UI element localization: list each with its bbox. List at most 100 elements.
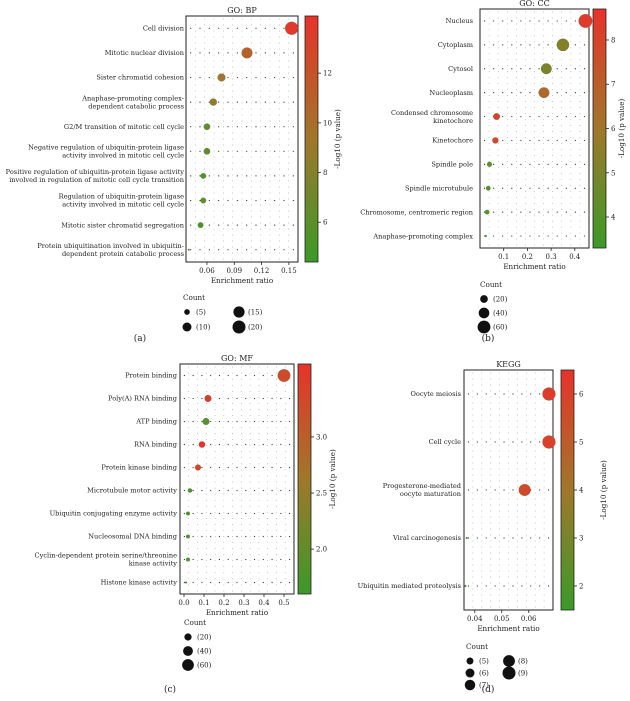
legend-label: (10) — [196, 324, 211, 332]
legend-label: (20) — [248, 324, 263, 332]
category-label: Microtubule motor activity — [87, 487, 177, 495]
data-point — [198, 441, 206, 448]
legend-label: (20) — [493, 296, 508, 304]
data-point — [185, 534, 191, 539]
colorbar-label: -Log10 (p value) — [617, 99, 626, 159]
category-label: Ubiquitin conjugating enzyme activity — [50, 510, 178, 518]
chart-title: KEGG — [496, 360, 521, 369]
panel-a: GO: BP Cell division Mitotic nuclear divis… — [6, 6, 342, 344]
x-tick-label: 0.09 — [226, 267, 242, 275]
legend-marker — [465, 668, 475, 678]
category-label: Regulation of ubiquitin-protein ligase ac… — [59, 193, 184, 209]
plot-frame — [479, 8, 590, 249]
panel-label: (b) — [482, 333, 495, 344]
colorbar-label: -Log10 (p value) — [599, 460, 608, 520]
panel-label: (c) — [164, 684, 176, 695]
legend-title: Count — [184, 618, 206, 627]
colorbar-tick-label: 5 — [579, 439, 583, 447]
legend-label: (15) — [248, 309, 263, 317]
category-label: Cell cycle — [429, 438, 461, 446]
data-point — [185, 557, 191, 562]
data-point — [518, 483, 531, 497]
data-point — [492, 137, 499, 144]
x-tick-label: 0.1 — [498, 253, 509, 261]
panel-b: GO: CC Nucleus Cytoplasm Cytosol Nucleoplasm… — [360, 0, 626, 344]
colorbar-tick-label: 2 — [579, 583, 583, 591]
legend-marker — [477, 320, 491, 334]
colorbar-tick-label: 8 — [611, 36, 615, 44]
panel-d: KEGG Oocyte meiosis Cell cycle Progesterone… — [358, 360, 608, 695]
x-tick-label: 0.4 — [569, 253, 581, 261]
category-label: Mitotic nuclear division — [105, 49, 185, 57]
legend-label: (7) — [479, 682, 489, 690]
data-point — [484, 234, 488, 238]
panel-c: GO: MF Protein binding Poly(A) RNA binding… — [35, 354, 337, 695]
legend-marker — [184, 633, 192, 641]
data-point — [277, 368, 291, 383]
colorbar — [304, 15, 319, 263]
category-label: Protein kinase binding — [101, 464, 177, 472]
data-point — [197, 222, 204, 229]
colorbar-tick-label: 8 — [323, 169, 327, 177]
x-axis-label: Enrichment ratio — [503, 262, 565, 271]
x-tick-label: 0.0 — [178, 599, 189, 607]
legend-marker — [233, 306, 245, 318]
colorbar — [560, 369, 575, 611]
category-label: G2/M transition of mitotic cell cycle — [64, 123, 184, 131]
legend-marker — [184, 309, 190, 315]
panel-label: (d) — [482, 684, 495, 695]
colorbar-tick-label: 6 — [579, 391, 584, 399]
category-label: Cytoplasm — [438, 41, 474, 49]
data-point — [465, 536, 468, 540]
colorbar-label: -Log10 (p value) — [333, 109, 342, 169]
data-point — [203, 147, 211, 155]
data-point — [486, 161, 493, 168]
category-label: Viral carcinogenesis — [392, 534, 462, 542]
category-label: Negative regulation of ubiquitin-protein… — [28, 144, 184, 160]
x-tick-label: 0.04 — [467, 615, 483, 623]
category-label: Poly(A) RNA binding — [108, 395, 178, 403]
legend-marker — [182, 322, 192, 332]
panel-label: (a) — [134, 333, 146, 344]
category-label: Protein binding — [125, 372, 178, 380]
colorbar-tick-label: 12 — [323, 70, 332, 78]
colorbar — [297, 363, 312, 595]
x-axis-label: Enrichment ratio — [211, 276, 273, 285]
legend-label: (40) — [197, 648, 212, 656]
data-point — [464, 584, 467, 588]
category-label: Progesterone-mediated oocyte maturation — [383, 482, 462, 498]
colorbar-tick-label: 4 — [611, 214, 616, 222]
colorbar-tick-label: 3 — [579, 535, 583, 543]
colorbar-tick-label: 5 — [611, 169, 615, 177]
colorbar-tick-label: 4 — [579, 487, 584, 495]
colorbar-label: -Log10 (p value) — [328, 449, 337, 509]
legend-marker — [480, 295, 488, 303]
data-point — [241, 47, 253, 59]
category-label: Cell division — [143, 25, 185, 33]
data-point — [204, 394, 212, 403]
colorbar-tick-label: 7 — [611, 81, 615, 89]
x-tick-label: 0.3 — [238, 599, 249, 607]
data-point — [484, 209, 490, 215]
grid-dots — [190, 18, 294, 260]
category-label: Cyclin-dependent protein serine/threonin… — [35, 552, 178, 568]
colorbar-tick-label: 2.0 — [316, 546, 327, 554]
legend-marker — [503, 655, 515, 667]
category-label: Oocyte meiosis — [410, 390, 461, 398]
x-tick-label: 0.4 — [258, 599, 270, 607]
category-label: Mitotic sister chromatid segregation — [61, 221, 184, 229]
x-axis-label: Enrichment ratio — [477, 624, 539, 633]
data-point — [200, 172, 207, 179]
legend-marker — [232, 320, 246, 334]
legend-title: Count — [466, 642, 488, 651]
category-label: Nucleoplasm — [429, 89, 473, 97]
colorbar-tick-label: 3.0 — [316, 433, 327, 441]
category-label: Positive regulation of ubiquitin-protein… — [6, 168, 185, 184]
x-tick-label: 0.2 — [218, 599, 229, 607]
legend-label: (9) — [518, 670, 528, 678]
data-point — [202, 417, 210, 426]
data-point — [194, 464, 202, 471]
legend-label: (8) — [518, 658, 528, 666]
data-point — [284, 21, 299, 36]
